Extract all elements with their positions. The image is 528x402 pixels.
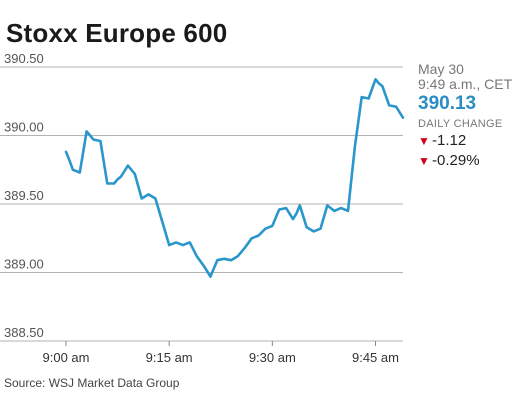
change-points: -1.12 bbox=[432, 132, 467, 149]
source-note: Source: WSJ Market Data Group bbox=[4, 376, 180, 390]
x-tick-label: 9:30 am bbox=[249, 350, 296, 365]
y-axis-ticks: 390.50 390.00 389.50 389.00 388.50 bbox=[4, 51, 44, 340]
down-arrow-icon: ▼ bbox=[418, 154, 430, 168]
change-points-row: ▼ -1.12 bbox=[418, 131, 526, 151]
y-tick-label: 390.50 bbox=[4, 51, 44, 66]
grid-lines bbox=[0, 66, 403, 342]
y-tick-label: 390.00 bbox=[4, 120, 44, 135]
daily-change-label: DAILY CHANGE bbox=[418, 118, 503, 130]
down-arrow-icon: ▼ bbox=[418, 134, 430, 148]
y-tick-label: 388.50 bbox=[4, 325, 44, 340]
series-line-0 bbox=[64, 78, 405, 278]
series-layer bbox=[64, 78, 405, 278]
x-axis-ticks: 9:00 am 9:15 am 9:30 am 9:45 am bbox=[43, 341, 399, 365]
change-percent-row: ▼ -0.29% bbox=[418, 151, 526, 171]
y-tick-label: 389.00 bbox=[4, 257, 44, 272]
change-percent: -0.29% bbox=[432, 152, 480, 169]
x-tick-label: 9:45 am bbox=[352, 350, 399, 365]
quote-time: 9:49 a.m., CET bbox=[418, 76, 513, 92]
chart-title: Stoxx Europe 600 bbox=[6, 18, 228, 48]
x-tick-label: 9:00 am bbox=[43, 350, 90, 365]
quote-price: 390.13 bbox=[418, 93, 477, 114]
x-tick-label: 9:15 am bbox=[146, 350, 193, 365]
quote-panel: May 30 9:49 a.m., CET 390.13 DAILY CHANG… bbox=[418, 62, 526, 171]
y-tick-label: 389.50 bbox=[4, 188, 44, 203]
quote-date: May 30 bbox=[418, 61, 464, 77]
